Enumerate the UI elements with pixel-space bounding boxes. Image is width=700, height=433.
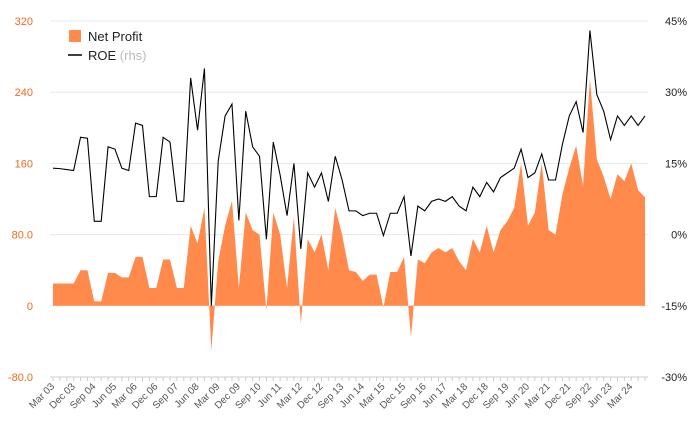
right-tick-label: 45% [665, 16, 687, 28]
right-tick-label: -15% [661, 301, 687, 313]
legend-label-roe: ROE [88, 48, 117, 63]
left-tick-label: 80.0 [12, 230, 33, 242]
right-axis: -30% -15% 0% 15% 30% 45% [661, 16, 687, 384]
legend-swatch-net-profit [69, 30, 81, 42]
legend-roe-text: ROE (rhs) [88, 48, 147, 63]
grid-lines [50, 20, 648, 378]
legend: Net Profit ROE (rhs) [68, 29, 147, 63]
left-tick-label: 320 [15, 16, 33, 28]
right-tick-label: 30% [665, 87, 687, 99]
net-profit-area [53, 78, 645, 351]
left-tick-label: 160 [15, 158, 33, 170]
right-tick-label: -30% [661, 372, 687, 384]
legend-label-roe-suffix: (rhs) [120, 48, 147, 63]
left-tick-label: 240 [15, 87, 33, 99]
left-tick-label: -80.0 [8, 372, 33, 384]
roe-line [52, 30, 646, 306]
legend-label-net-profit: Net Profit [88, 29, 143, 44]
right-tick-label: 15% [665, 158, 687, 170]
left-tick-label: 0 [27, 301, 33, 313]
right-tick-label: 0% [671, 230, 687, 242]
left-axis: -80.0 0 80.0 160 240 320 [8, 16, 33, 384]
